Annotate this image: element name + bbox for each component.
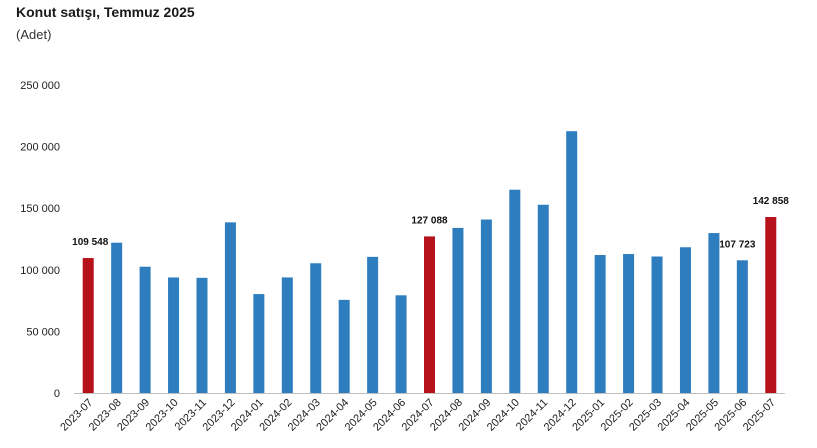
bar-2025-06 (736, 260, 748, 393)
bar-2023-09 (139, 266, 151, 393)
chart-title: Konut satışı, Temmuz 2025 (16, 4, 195, 20)
bar-2025-04 (679, 247, 691, 393)
bar-2023-11 (196, 277, 208, 393)
bar-2024-05 (367, 256, 379, 393)
y-tick-label: 150 000 (20, 203, 60, 215)
bar-2023-10 (168, 277, 180, 393)
bar-2023-07 (82, 258, 94, 393)
bar-2024-02 (281, 277, 293, 393)
bar-2024-09 (480, 219, 492, 393)
bar-2025-02 (623, 254, 635, 393)
chart-subtitle: (Adet) (16, 27, 52, 42)
data-label: 142 858 (753, 196, 790, 207)
bar-2024-04 (338, 299, 350, 393)
y-tick-label: 50 000 (26, 326, 60, 338)
bar-2025-07 (765, 216, 777, 393)
data-label: 107 723 (719, 239, 756, 250)
bar-2024-07 (424, 236, 435, 393)
y-tick-label: 0 (54, 388, 60, 400)
y-tick-label: 250 000 (20, 80, 60, 92)
bar-2024-01 (253, 294, 265, 393)
data-label: 127 088 (411, 215, 448, 226)
bar-2025-05 (708, 233, 720, 393)
bar-2024-11 (537, 204, 549, 393)
bar-2024-08 (452, 227, 464, 393)
x-axis-tick-labels: 2023-072023-082023-092023-102023-112023-… (58, 397, 778, 434)
bar-2024-03 (310, 263, 322, 393)
data-label: 109 548 (72, 237, 109, 248)
bar-series (82, 131, 777, 393)
y-tick-label: 100 000 (20, 265, 60, 277)
data-labels: 109 548 127 088 107 723 142 858 (72, 196, 789, 250)
bar-2025-03 (651, 256, 663, 393)
bar-2023-08 (111, 242, 123, 393)
y-tick-label: 200 000 (20, 142, 60, 154)
bar-2024-10 (509, 189, 521, 393)
bar-2024-06 (395, 295, 407, 393)
y-axis-tick-labels: 0 50 000 100 000 150 000 200 000 250 000 (20, 80, 60, 400)
bar-2023-12 (224, 222, 236, 393)
bar-2024-12 (566, 131, 578, 393)
bar-2025-01 (594, 255, 606, 393)
